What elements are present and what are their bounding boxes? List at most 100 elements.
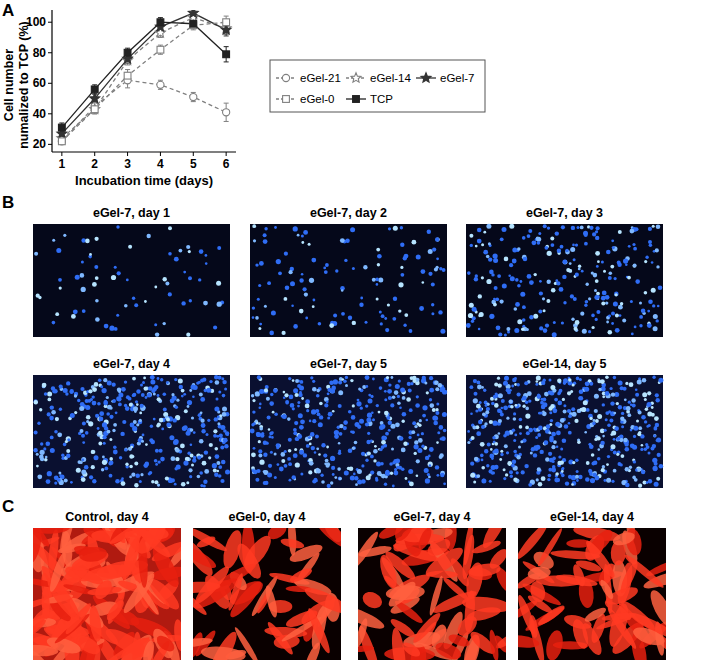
nucleus bbox=[596, 295, 600, 299]
nucleus bbox=[392, 485, 395, 488]
nucleus bbox=[514, 434, 517, 437]
nucleus bbox=[545, 457, 549, 461]
nucleus bbox=[652, 376, 655, 379]
nucleus bbox=[638, 426, 642, 430]
nucleus bbox=[483, 389, 486, 392]
nucleus bbox=[428, 249, 433, 254]
nucleus bbox=[113, 423, 117, 427]
nucleus bbox=[432, 416, 437, 421]
nucleus bbox=[132, 377, 136, 381]
y-tick-label: 80 bbox=[33, 46, 47, 60]
nucleus bbox=[121, 477, 124, 480]
nucleus bbox=[168, 226, 172, 230]
nucleus bbox=[298, 393, 302, 397]
nucleus bbox=[373, 459, 376, 462]
nucleus bbox=[647, 402, 652, 407]
nucleus bbox=[330, 456, 335, 461]
nucleus bbox=[609, 272, 613, 276]
nucleus bbox=[130, 444, 134, 448]
point bbox=[223, 19, 230, 26]
nucleus bbox=[589, 472, 593, 476]
nucleus bbox=[481, 243, 484, 246]
nucleus bbox=[288, 462, 292, 466]
point bbox=[223, 51, 230, 58]
nucleus bbox=[121, 481, 126, 486]
nucleus bbox=[388, 429, 391, 432]
nucleus bbox=[614, 426, 619, 431]
nucleus bbox=[217, 422, 220, 425]
nucleus bbox=[359, 419, 364, 424]
nucleus bbox=[395, 459, 400, 464]
y-tick-label: 40 bbox=[33, 107, 47, 121]
nucleus bbox=[214, 473, 218, 477]
nucleus bbox=[165, 282, 169, 286]
nucleus bbox=[343, 379, 347, 383]
nucleus bbox=[190, 428, 194, 432]
nucleus bbox=[607, 424, 611, 428]
nucleus bbox=[265, 385, 269, 389]
image-background bbox=[250, 375, 447, 488]
nucleus bbox=[205, 254, 208, 257]
nucleus bbox=[389, 462, 393, 466]
nucleus bbox=[258, 440, 261, 443]
nucleus bbox=[580, 312, 584, 316]
nucleus bbox=[421, 269, 426, 274]
nucleus bbox=[392, 317, 396, 321]
nucleus bbox=[357, 469, 362, 474]
nucleus bbox=[653, 434, 656, 437]
nucleus bbox=[478, 314, 481, 317]
nucleus bbox=[655, 423, 659, 427]
nucleus bbox=[315, 435, 319, 439]
nucleus bbox=[568, 269, 572, 273]
point bbox=[91, 106, 98, 113]
nucleus bbox=[415, 403, 420, 408]
nucleus bbox=[297, 401, 300, 404]
micrograph bbox=[33, 224, 230, 337]
nucleus bbox=[654, 462, 658, 466]
nucleus bbox=[494, 286, 498, 290]
nucleus bbox=[509, 400, 513, 404]
nucleus bbox=[341, 289, 344, 292]
nucleus bbox=[252, 306, 255, 309]
nucleus bbox=[311, 258, 316, 263]
nucleus bbox=[648, 452, 651, 455]
nucleus bbox=[509, 263, 513, 267]
nucleus bbox=[157, 377, 160, 380]
nucleus bbox=[504, 444, 508, 448]
nucleus bbox=[412, 421, 416, 425]
nucleus bbox=[215, 447, 219, 451]
nucleus bbox=[183, 393, 186, 396]
point bbox=[58, 138, 65, 145]
nucleus bbox=[291, 304, 294, 307]
micrograph bbox=[466, 224, 663, 338]
nucleus bbox=[485, 410, 489, 414]
nucleus bbox=[568, 414, 572, 418]
nucleus bbox=[476, 404, 481, 409]
nucleus bbox=[98, 379, 102, 383]
nucleus bbox=[253, 469, 258, 474]
nucleus bbox=[76, 468, 81, 473]
nucleus bbox=[443, 429, 447, 433]
point bbox=[90, 104, 100, 113]
nucleus bbox=[173, 440, 178, 445]
nucleus bbox=[288, 438, 292, 442]
error-cap bbox=[224, 35, 229, 36]
nucleus bbox=[387, 389, 392, 394]
image-title: eGel-7, day 4 bbox=[93, 357, 170, 371]
nucleus bbox=[220, 446, 224, 450]
nucleus bbox=[101, 468, 104, 471]
nucleus bbox=[541, 405, 546, 410]
nucleus bbox=[310, 376, 313, 379]
nucleus bbox=[106, 412, 110, 416]
nucleus bbox=[58, 278, 62, 282]
nucleus bbox=[81, 477, 86, 482]
nucleus bbox=[630, 300, 633, 303]
nucleus bbox=[576, 470, 579, 473]
nucleus bbox=[502, 227, 507, 232]
nucleus bbox=[515, 278, 519, 282]
x-tick-label: 6 bbox=[223, 157, 230, 171]
nucleus bbox=[191, 384, 196, 389]
nucleus bbox=[368, 394, 371, 397]
nucleus bbox=[92, 479, 96, 483]
nucleus bbox=[309, 443, 312, 446]
